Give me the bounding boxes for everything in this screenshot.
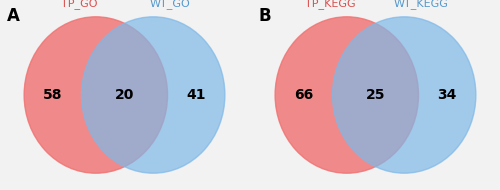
Text: TP_GO: TP_GO bbox=[61, 0, 98, 9]
Text: 25: 25 bbox=[366, 88, 385, 102]
Ellipse shape bbox=[275, 17, 418, 173]
Text: 58: 58 bbox=[43, 88, 62, 102]
Ellipse shape bbox=[332, 17, 476, 173]
Text: 41: 41 bbox=[186, 88, 206, 102]
Text: B: B bbox=[258, 7, 271, 25]
Ellipse shape bbox=[82, 17, 225, 173]
Text: 34: 34 bbox=[438, 88, 457, 102]
Text: WT_KEGG: WT_KEGG bbox=[394, 0, 448, 9]
Text: 20: 20 bbox=[115, 88, 134, 102]
Text: TP_KEGG: TP_KEGG bbox=[305, 0, 356, 9]
Text: 66: 66 bbox=[294, 88, 314, 102]
Text: A: A bbox=[8, 7, 20, 25]
Text: WT_GO: WT_GO bbox=[150, 0, 190, 9]
Ellipse shape bbox=[24, 17, 168, 173]
